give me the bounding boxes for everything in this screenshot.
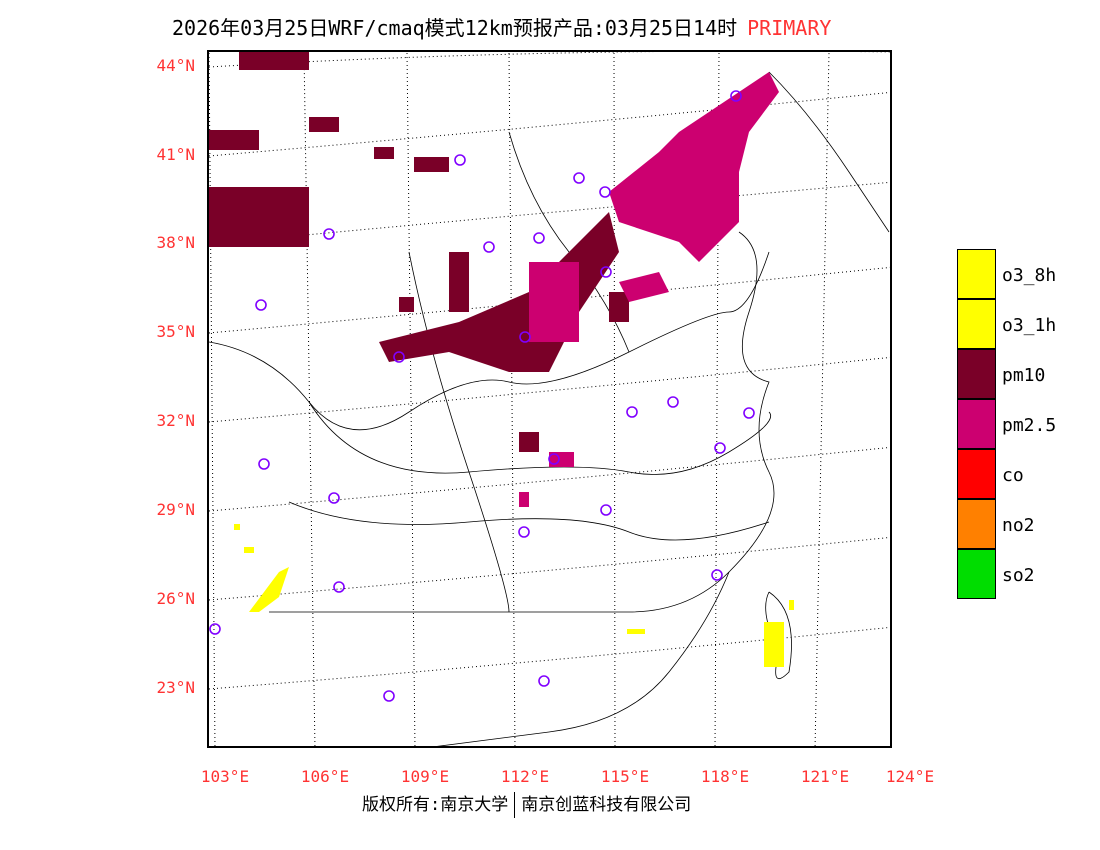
lon-label: 112°E [500,767,550,786]
lat-label: 38°N [156,233,195,252]
map-title: 2026年03月25日WRF/cmaq模式12km预报产品:03月25日14时 P… [172,12,831,41]
legend-swatch-pm10 [957,349,996,399]
lon-label: 106°E [300,767,350,786]
map-canvas [209,52,890,746]
legend-swatch-so2 [957,549,996,599]
lat-label: 41°N [156,145,195,164]
legend-label: o3_8h [1002,265,1057,286]
lat-label: 26°N [156,589,195,608]
graticule [209,52,890,746]
title-pollutant: PRIMARY [747,16,832,40]
title-main: 2026年03月25日WRF/cmaq模式12km预报产品:03月25日14时 [172,16,738,40]
lon-label: 115°E [600,767,650,786]
legend-label: co [1002,465,1024,486]
pm25-areas [519,72,779,507]
copyright-left: 版权所有:南京大学 [362,795,509,815]
legend-swatch-o3-1h [957,299,996,349]
legend-label: no2 [1002,515,1035,536]
legend-swatch-co [957,449,996,499]
legend-swatch-no2 [957,499,996,549]
footer-divider [514,792,516,818]
legend-label: so2 [1002,565,1035,586]
lon-label: 121°E [800,767,850,786]
monitoring-stations [209,90,755,702]
province-boundaries [209,71,890,746]
lon-label: 109°E [400,767,450,786]
lat-label: 29°N [156,500,195,519]
legend-label: o3_1h [1002,315,1057,336]
map-frame [207,50,892,748]
lat-label: 32°N [156,411,195,430]
lon-label: 124°E [885,767,935,786]
copyright-footer: 版权所有:南京大学 南京创蓝科技有限公司 [362,790,691,818]
lon-label: 103°E [200,767,250,786]
lon-label: 118°E [700,767,750,786]
o3-areas [234,524,794,667]
lat-label: 35°N [156,322,195,341]
legend-swatch-pm25 [957,399,996,449]
legend-label: pm10 [1002,365,1046,386]
lat-label: 44°N [156,56,195,75]
pm10-areas [209,52,629,452]
legend-swatch-o3-8h [957,249,996,299]
copyright-right: 南京创蓝科技有限公司 [521,795,692,815]
lat-label: 23°N [156,678,195,697]
legend-label: pm2.5 [1002,415,1057,436]
